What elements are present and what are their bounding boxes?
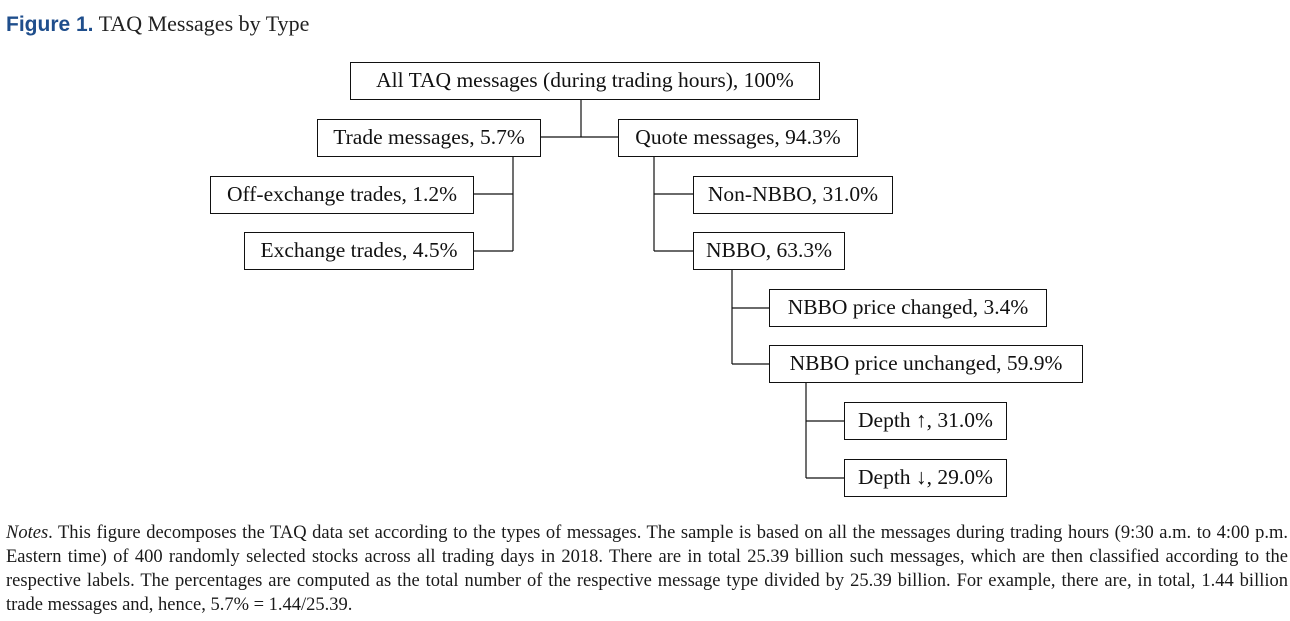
figure-notes: Notes. This figure decomposes the TAQ da… — [6, 521, 1288, 617]
tree-connectors — [474, 99, 844, 479]
notes-text: . This figure decomposes the TAQ data se… — [6, 523, 1288, 615]
node-off-exchange-trades: Off-exchange trades, 1.2% — [210, 176, 474, 214]
node-depth-up: Depth ↑, 31.0% — [844, 402, 1007, 440]
node-nbbo-price-changed: NBBO price changed, 3.4% — [769, 289, 1047, 327]
node-non-nbbo: Non-NBBO, 31.0% — [693, 176, 893, 214]
node-nbbo-price-unchanged: NBBO price unchanged, 59.9% — [769, 345, 1083, 383]
node-depth-down: Depth ↓, 29.0% — [844, 459, 1007, 497]
figure-label: Figure 1. — [6, 13, 94, 36]
node-quote-messages: Quote messages, 94.3% — [618, 119, 858, 157]
node-trade-messages: Trade messages, 5.7% — [317, 119, 541, 157]
notes-label: Notes — [6, 523, 49, 543]
node-nbbo: NBBO, 63.3% — [693, 232, 845, 270]
message-tree-diagram: All TAQ messages (during trading hours),… — [210, 62, 1083, 497]
figure-caption: TAQ Messages by Type — [98, 11, 310, 36]
node-all-messages: All TAQ messages (during trading hours),… — [350, 62, 820, 100]
figure-title: Figure 1. TAQ Messages by Type — [6, 10, 309, 39]
node-exchange-trades: Exchange trades, 4.5% — [244, 232, 474, 270]
